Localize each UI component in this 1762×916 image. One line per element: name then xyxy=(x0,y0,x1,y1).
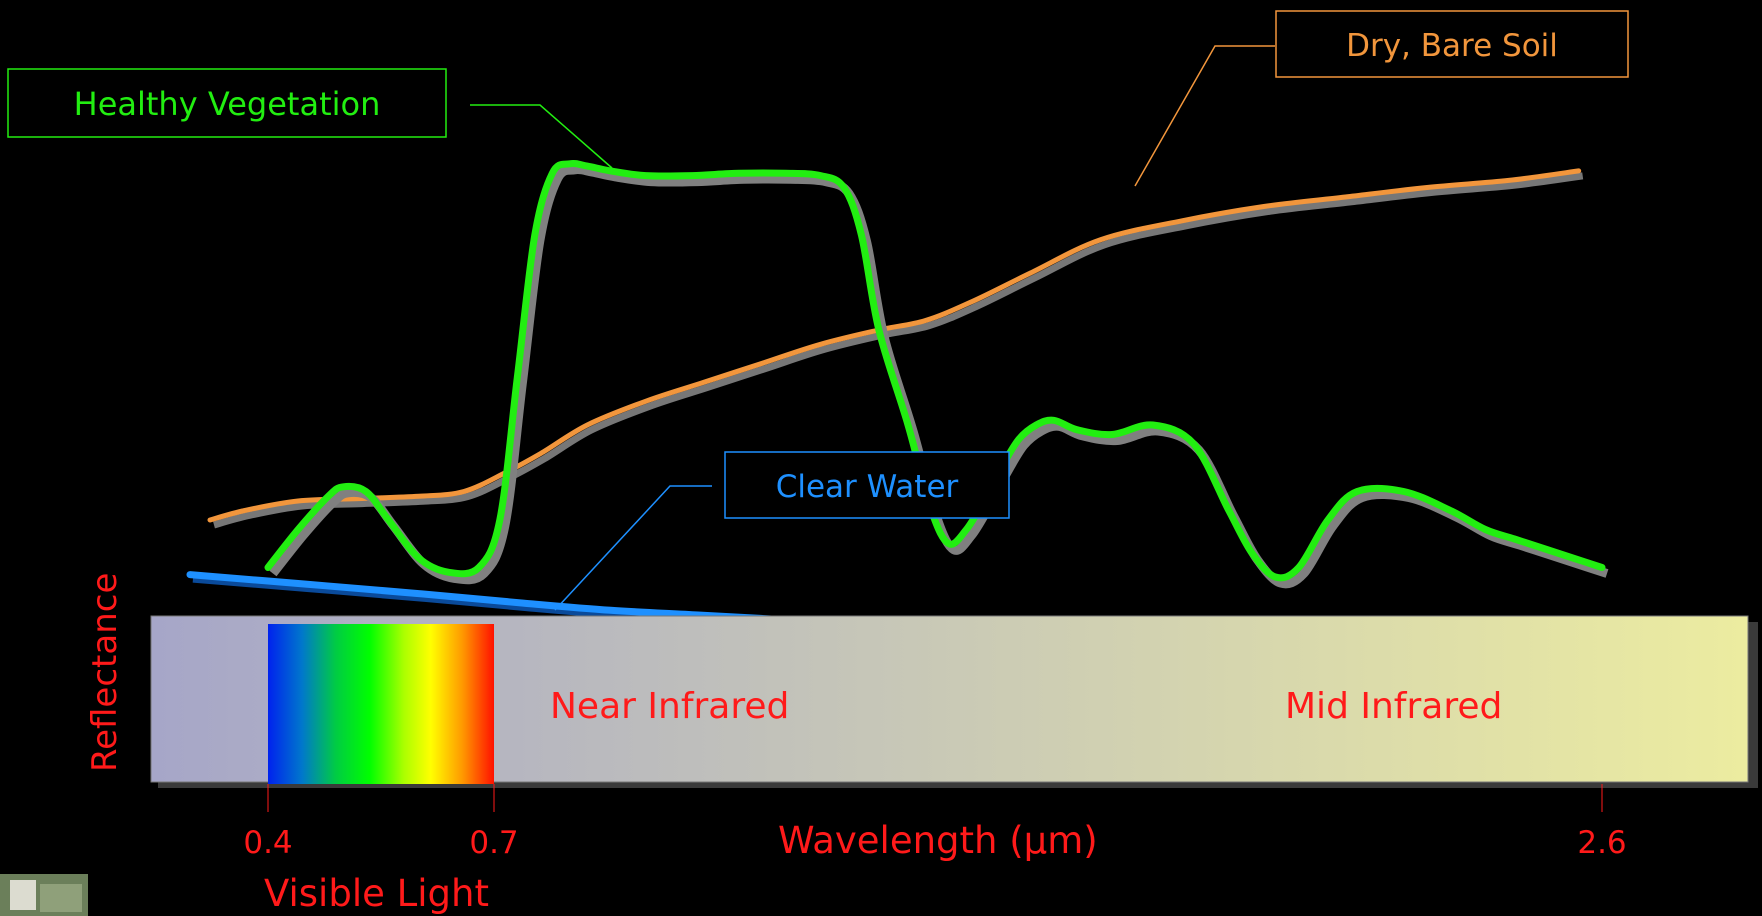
callout-box-vegetation xyxy=(7,68,447,138)
visible-light-label: Visible Light xyxy=(264,872,489,915)
callout-leader-vegetation xyxy=(470,104,613,169)
callout-text-water: Clear Water xyxy=(776,469,959,505)
series-line-healthy-vegetation xyxy=(264,159,1606,582)
y-axis-label: Reflectance xyxy=(85,573,125,772)
callout-dry-bare-soil: Dry, Bare Soil xyxy=(1134,10,1629,187)
band-region-mid-infrared: Mid Infrared xyxy=(1285,686,1502,727)
callout-clear-water: Clear Water xyxy=(554,451,1010,611)
series-shadow-dry-bare-soil xyxy=(213,172,1584,529)
callout-text-vegetation: Healthy Vegetation xyxy=(74,85,381,123)
x-axis-label: Wavelength (µm) xyxy=(778,819,1098,862)
callout-leader-water xyxy=(554,485,712,611)
callout-leader-soil xyxy=(1134,45,1275,187)
callout-text-soil: Dry, Bare Soil xyxy=(1346,28,1558,64)
x-tick-label-2: 2.6 xyxy=(1577,825,1626,861)
x-tick-label-0: 0.4 xyxy=(243,825,292,861)
callout-box-soil xyxy=(1275,10,1629,78)
series-shadow-healthy-vegetation xyxy=(269,164,1609,589)
callout-healthy-vegetation: Healthy Vegetation xyxy=(7,68,613,169)
corner-logo-icon xyxy=(0,874,88,916)
visible-spectrum xyxy=(268,624,494,784)
x-tick-label-1: 0.7 xyxy=(469,825,518,861)
series-line-dry-bare-soil xyxy=(207,168,1582,523)
series-line-clear-water xyxy=(186,571,790,624)
callout-box-water xyxy=(724,451,1010,519)
band-region-near-infrared: Near Infrared xyxy=(550,686,789,727)
